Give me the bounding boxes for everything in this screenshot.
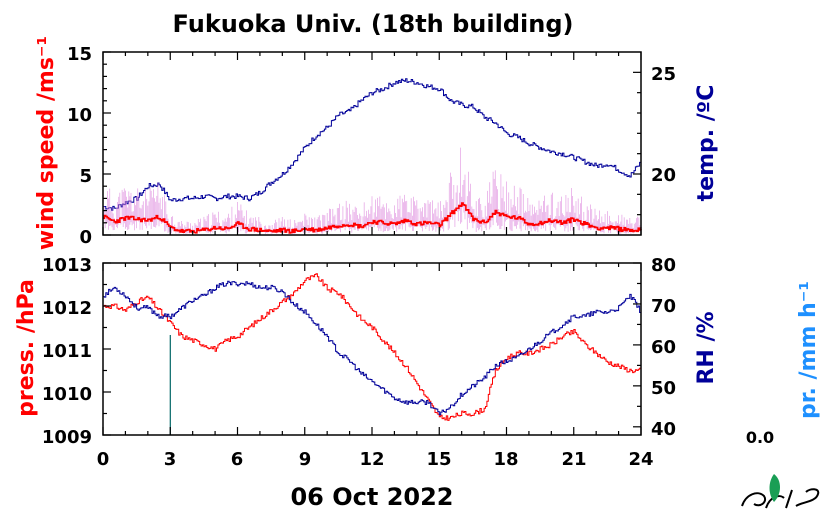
precip-value: 0.0 [746,428,774,447]
wind-speed-axis-label: wind speed /ms⁻¹ [34,36,59,250]
bottom-ytick-1013: 1013 [42,255,92,276]
xtick-18: 18 [493,449,518,470]
pressure-line [103,273,642,421]
bottom-panel: 1013 1012 1011 1010 1009 80 70 60 50 40 … [14,255,821,448]
temperature-line [103,78,642,211]
rh-axis-label: RH /% [694,311,719,384]
bottom-ytick-1012: 1012 [42,298,92,319]
bottom-series-layer [103,273,642,435]
top-panel: 15 10 5 0 25 20 wind speed /ms⁻¹ temp. /… [34,36,719,250]
xtick-12: 12 [359,449,384,470]
top-ytick-0: 0 [79,227,92,248]
temperature-axis-label: temp. /ºC [694,85,719,202]
logo-swoosh [741,488,820,509]
bottom-rtick-80: 80 [651,255,676,276]
pressure-axis-label: press. /hPa [14,279,39,417]
chart-title: Fukuoka Univ. (18th building) [173,10,574,38]
xtick-0: 0 [97,449,110,470]
top-ytick-15: 15 [67,44,92,65]
xtick-3: 3 [164,449,177,470]
bottom-rtick-60: 60 [651,337,676,358]
rh-line [103,280,642,416]
institution-logo [741,474,820,509]
date-label: 06 Oct 2022 [290,483,453,511]
bottom-ytick-1010: 1010 [42,384,92,405]
bottom-rtick-50: 50 [651,378,676,399]
logo-leaf [769,474,780,502]
bottom-ytick-1009: 1009 [42,427,92,448]
top-ytick-10: 10 [67,105,92,126]
bottom-ticks [102,262,642,436]
bottom-rtick-70: 70 [651,296,676,317]
bottom-panel-frame [102,262,642,436]
xtick-6: 6 [231,449,244,470]
bottom-rtick-40: 40 [651,419,676,440]
top-ytick-5: 5 [79,166,92,187]
xtick-24: 24 [628,449,653,470]
precip-axis-label: pr. /mm h⁻¹ [796,281,821,419]
top-rtick-20: 20 [651,165,676,186]
xtick-9: 9 [299,449,312,470]
top-rtick-25: 25 [651,64,676,85]
top-series-layer [102,78,642,234]
top-ticks [102,51,642,236]
bottom-ytick-1011: 1011 [42,341,92,362]
xtick-15: 15 [426,449,451,470]
xtick-21: 21 [561,449,586,470]
